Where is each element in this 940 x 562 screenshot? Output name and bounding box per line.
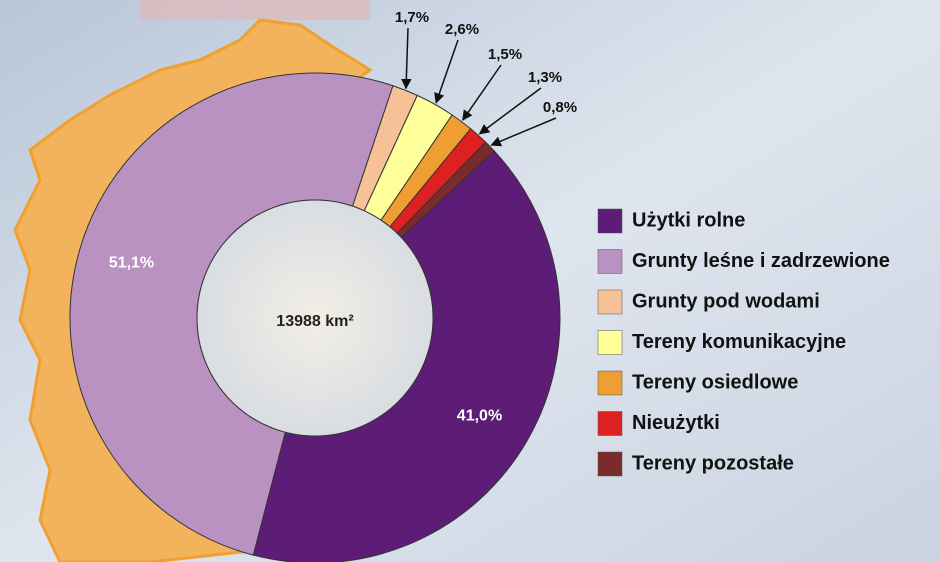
value-label: 2,6% [445, 21, 479, 38]
legend-label: Tereny osiedlowe [632, 371, 798, 393]
page: {"chart_data": {"type": "pie", "donut": … [0, 0, 940, 562]
legend-swatch [598, 371, 622, 395]
legend-swatch [598, 412, 622, 436]
legend-swatch [598, 250, 622, 274]
legend-label: Tereny komunikacyjne [632, 331, 846, 353]
value-label: 41,0% [457, 407, 502, 424]
center-label: 13988 km² [276, 313, 353, 330]
value-label: 1,5% [488, 46, 522, 63]
legend-label: Tereny pozostałe [632, 452, 794, 474]
legend-swatch [598, 331, 622, 355]
value-label: 51,1% [109, 255, 154, 272]
value-label: 1,7% [395, 9, 429, 26]
legend-label: Grunty leśne i zadrzewione [632, 250, 890, 272]
legend-label: Grunty pod wodami [632, 290, 820, 312]
chart: 13988 km² 41,0% 51,1% 1,7% 2,6% 1,5% 1,3% 0,8%… [0, 0, 940, 562]
legend-label: Użytki rolne [632, 209, 745, 231]
background-decoration [140, 0, 370, 20]
legend-label: Nieużytki [632, 412, 720, 434]
legend-swatch [598, 290, 622, 314]
legend-swatch [598, 452, 622, 476]
value-label: 1,3% [528, 69, 562, 86]
value-label: 0,8% [543, 99, 577, 116]
legend-swatch [598, 209, 622, 233]
